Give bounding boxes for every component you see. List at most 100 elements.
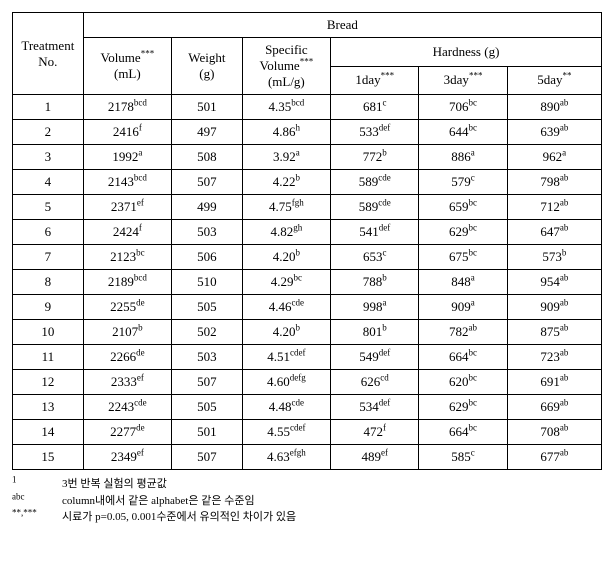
table-cell: 5 [13, 195, 84, 220]
th-treatment: Treatment No. [13, 13, 84, 95]
table-cell: 3 [13, 145, 84, 170]
table-cell: 691ab [507, 370, 601, 395]
table-cell: 909a [419, 295, 507, 320]
table-cell: 501 [172, 420, 243, 445]
table-row: 52371ef4994.75fgh589cde659bc712ab [13, 195, 602, 220]
table-row: 42143bcd5074.22b589cde579c798ab [13, 170, 602, 195]
table-cell: 10 [13, 320, 84, 345]
table-row: 102107b5024.20b801b782ab875ab [13, 320, 602, 345]
table-cell: 998a [331, 295, 419, 320]
table-cell: 639ab [507, 120, 601, 145]
th-treatment-l1: Treatment [21, 38, 74, 53]
table-cell: 4 [13, 170, 84, 195]
table-cell: 573b [507, 245, 601, 270]
th-bread: Bread [83, 13, 601, 38]
table-cell: 507 [172, 445, 243, 470]
table-cell: 9 [13, 295, 84, 320]
table-cell: 4.55cdef [242, 420, 330, 445]
footnote-key-3: **,*** [12, 509, 62, 526]
table-row: 31992a5083.92a772b886a962a [13, 145, 602, 170]
table-cell: 472f [331, 420, 419, 445]
table-cell: 772b [331, 145, 419, 170]
table-cell: 620bc [419, 370, 507, 395]
table-cell: 669ab [507, 395, 601, 420]
table-row: 92255de5054.46cde998a909a909ab [13, 295, 602, 320]
table-cell: 2371ef [83, 195, 171, 220]
table-cell: 2349ef [83, 445, 171, 470]
table-cell: 890ab [507, 95, 601, 120]
table-cell: 2143bcd [83, 170, 171, 195]
table-cell: 8 [13, 270, 84, 295]
table-cell: 12 [13, 370, 84, 395]
bread-table: Treatment No. Bread Volume*** (mL) Weigh… [12, 12, 602, 470]
table-cell: 788b [331, 270, 419, 295]
table-cell: 2255de [83, 295, 171, 320]
table-cell: 677ab [507, 445, 601, 470]
table-cell: 653c [331, 245, 419, 270]
table-cell: 4.86h [242, 120, 330, 145]
th-1day: 1day*** [331, 66, 419, 95]
table-cell: 2123bc [83, 245, 171, 270]
table-cell: 502 [172, 320, 243, 345]
table-cell: 2333ef [83, 370, 171, 395]
th-volume: Volume*** (mL) [83, 38, 171, 95]
table-cell: 13 [13, 395, 84, 420]
table-cell: 2424f [83, 220, 171, 245]
table-cell: 533def [331, 120, 419, 145]
table-cell: 4.22b [242, 170, 330, 195]
table-cell: 507 [172, 370, 243, 395]
table-cell: 909ab [507, 295, 601, 320]
table-cell: 954ab [507, 270, 601, 295]
table-cell: 664bc [419, 345, 507, 370]
footnote-text-1: 3번 반복 실험의 평균값 [62, 476, 602, 493]
table-cell: 4.75fgh [242, 195, 330, 220]
table-cell: 848a [419, 270, 507, 295]
table-cell: 801b [331, 320, 419, 345]
table-cell: 4.82gh [242, 220, 330, 245]
table-cell: 503 [172, 220, 243, 245]
th-3day: 3day*** [419, 66, 507, 95]
table-row: 142277de5014.55cdef472f664bc708ab [13, 420, 602, 445]
table-cell: 4.29bc [242, 270, 330, 295]
table-cell: 510 [172, 270, 243, 295]
table-cell: 585c [419, 445, 507, 470]
table-cell: 14 [13, 420, 84, 445]
table-cell: 2107b [83, 320, 171, 345]
table-cell: 644bc [419, 120, 507, 145]
table-cell: 1 [13, 95, 84, 120]
table-cell: 712ab [507, 195, 601, 220]
table-cell: 4.51cdef [242, 345, 330, 370]
table-cell: 489ef [331, 445, 419, 470]
table-cell: 4.35bcd [242, 95, 330, 120]
table-cell: 499 [172, 195, 243, 220]
table-cell: 2416f [83, 120, 171, 145]
footnotes: 1 3번 반복 실험의 평균값 abc column내에서 같은 alphabe… [12, 476, 602, 526]
table-cell: 1992a [83, 145, 171, 170]
table-cell: 549def [331, 345, 419, 370]
table-cell: 886a [419, 145, 507, 170]
table-cell: 589cde [331, 195, 419, 220]
table-cell: 629bc [419, 220, 507, 245]
table-row: 152349ef5074.63efgh489ef585c677ab [13, 445, 602, 470]
table-cell: 4.60defg [242, 370, 330, 395]
table-cell: 501 [172, 95, 243, 120]
table-cell: 4.20b [242, 320, 330, 345]
table-cell: 4.46cde [242, 295, 330, 320]
table-cell: 798ab [507, 170, 601, 195]
table-cell: 4.63efgh [242, 445, 330, 470]
table-row: 82189bcd5104.29bc788b848a954ab [13, 270, 602, 295]
table-cell: 2178bcd [83, 95, 171, 120]
table-cell: 723ab [507, 345, 601, 370]
table-cell: 541def [331, 220, 419, 245]
table-cell: 962a [507, 145, 601, 170]
table-row: 112266de5034.51cdef549def664bc723ab [13, 345, 602, 370]
table-cell: 7 [13, 245, 84, 270]
table-cell: 2243cde [83, 395, 171, 420]
table-cell: 4.48cde [242, 395, 330, 420]
table-cell: 503 [172, 345, 243, 370]
th-specvol: Specific Volume*** (mL/g) [242, 38, 330, 95]
table-cell: 4.20b [242, 245, 330, 270]
footnote-text-3: 시료가 p=0.05, 0.001수준에서 유의적인 차이가 있음 [62, 509, 602, 526]
table-cell: 629bc [419, 395, 507, 420]
table-row: 132243cde5054.48cde534def629bc669ab [13, 395, 602, 420]
